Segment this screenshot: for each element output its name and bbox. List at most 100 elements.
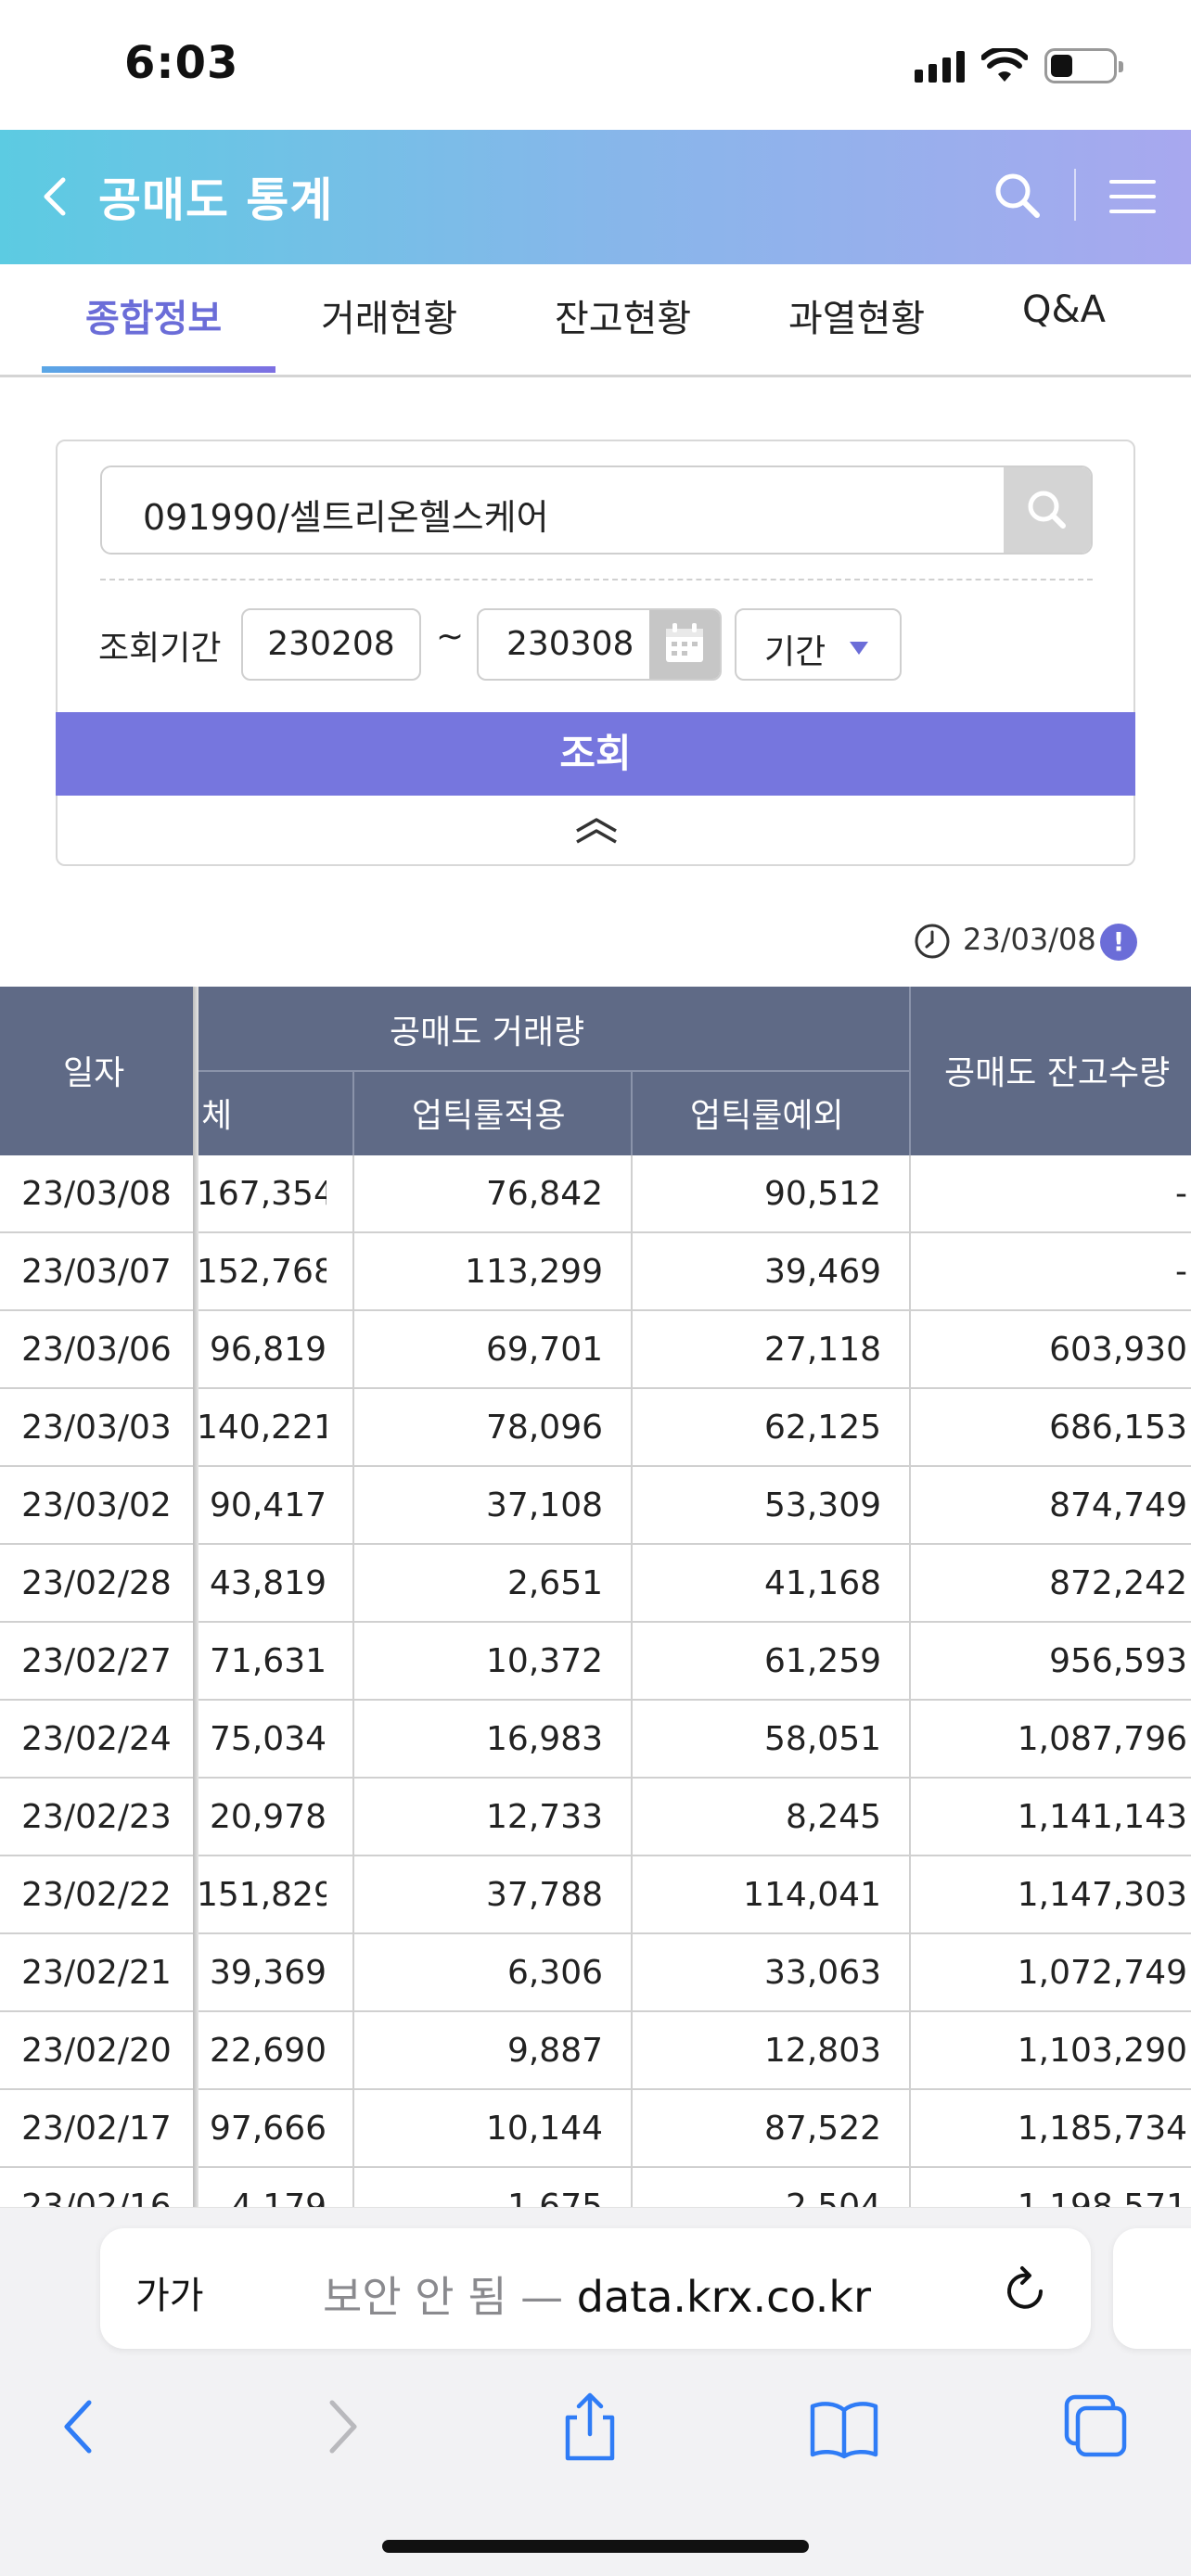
row-uptick-apply: 37,788 <box>486 1876 603 1914</box>
search-icon <box>1028 491 1066 529</box>
header-divider <box>1074 169 1076 221</box>
dropdown-caret-icon <box>850 642 868 655</box>
table-row: 23/02/17 97,666 10,144 87,522 1,185,734 <box>0 2090 1191 2168</box>
row-date: 23/03/08 <box>21 1175 172 1213</box>
tabs-icon[interactable] <box>1057 2390 1132 2464</box>
row-uptick-except: 8,245 <box>785 1798 881 1836</box>
active-tab-indicator <box>42 366 275 373</box>
cellular-signal-icon <box>915 49 965 83</box>
back-nav-icon[interactable] <box>45 2390 119 2464</box>
row-total: 43,819 <box>210 1564 327 1602</box>
wifi-icon <box>981 48 1028 82</box>
row-total: 151,829 <box>197 1876 327 1914</box>
column-divider <box>631 1155 633 2207</box>
row-uptick-except: 53,309 <box>764 1486 881 1524</box>
column-divider <box>352 1155 354 2207</box>
table-row: 23/02/23 20,978 12,733 8,245 1,141,143 <box>0 1779 1191 1856</box>
short-selling-table[interactable]: 일자 공매도 거래량 전체 업틱룰적용 업틱룰예외 공매도 잔고수량 일자 23… <box>0 987 1191 2207</box>
row-balance: 874,749 <box>1049 1486 1187 1524</box>
next-tab-pill[interactable] <box>1113 2228 1191 2349</box>
row-total: 20,978 <box>210 1798 327 1836</box>
table-row: 23/02/21 39,369 6,306 33,063 1,072,749 <box>0 1934 1191 2012</box>
info-alert-badge[interactable]: ! <box>1100 924 1137 961</box>
tab-trading[interactable]: 거래현황 <box>321 298 458 340</box>
tab-qna[interactable]: Q&A <box>1022 288 1107 331</box>
row-balance: 686,153 <box>1049 1409 1187 1447</box>
row-uptick-apply: 16,983 <box>486 1720 603 1758</box>
row-date: 23/02/21 <box>21 1954 172 1992</box>
row-uptick-apply: 10,372 <box>486 1642 603 1680</box>
header-uptick-apply: 업틱룰적용 <box>412 1097 566 1135</box>
row-total: 4,179 <box>230 2187 327 2207</box>
calendar-button[interactable] <box>649 610 720 679</box>
table-row: 23/03/02 90,417 37,108 53,309 874,749 <box>0 1467 1191 1545</box>
row-total: 22,690 <box>210 2032 327 2070</box>
home-indicator <box>382 2540 809 2553</box>
row-uptick-apply: 113,299 <box>465 1253 603 1291</box>
hamburger-menu-icon[interactable] <box>1106 171 1159 223</box>
browser-nav <box>0 2390 1191 2482</box>
url-text[interactable]: 보안 안 됨 — data.krx.co.kr <box>323 2264 871 2325</box>
reload-icon[interactable] <box>1000 2262 1052 2317</box>
share-icon[interactable] <box>553 2390 627 2464</box>
row-total: 97,666 <box>210 2110 327 2148</box>
row-uptick-except: 39,469 <box>764 1253 881 1291</box>
search-panel: 091990/셀트리온헬스케어 조회기간 230208 ~ 230308 <box>56 440 1135 866</box>
tab-bar: 종합정보 거래현황 잔고현황 과열현황 Q&A <box>0 264 1191 377</box>
table-row: 23/02/20 22,690 9,887 12,803 1,103,290 <box>0 2012 1191 2090</box>
row-total: 152,768 <box>197 1253 327 1291</box>
stock-search-input[interactable]: 091990/셀트리온헬스케어 <box>100 465 1093 555</box>
collapse-chevron-icon[interactable] <box>573 814 620 848</box>
forward-nav-icon[interactable] <box>302 2390 377 2464</box>
table-row: 23/02/16 4,179 1,675 2,504 1,198,571 <box>0 2168 1191 2207</box>
header-date-overlay: 일자 <box>63 1054 125 1092</box>
text-size-button[interactable]: 가가 <box>135 2265 204 2319</box>
back-icon[interactable] <box>33 172 80 221</box>
query-button[interactable]: 조회 <box>56 712 1135 796</box>
period-select[interactable]: 기간 <box>735 608 902 681</box>
table-body: 23/03/08 167,354 76,842 90,512 - 23/03/07 152,… <box>0 1155 1191 2207</box>
period-label: 조회기간 <box>98 630 222 668</box>
row-total: 39,369 <box>210 1954 327 1992</box>
header-divider <box>352 1070 354 1155</box>
row-balance: 1,072,749 <box>1017 1954 1187 1992</box>
status-time: 6:03 <box>124 37 239 89</box>
date-from-input[interactable]: 230208 <box>241 608 421 681</box>
dashed-divider <box>100 579 1093 580</box>
browser-toolbar: 가가 보안 안 됨 — data.krx.co.kr <box>0 2207 1191 2576</box>
table-row: 23/03/06 96,819 69,701 27,118 603,930 <box>0 1311 1191 1389</box>
search-icon[interactable] <box>989 167 1046 224</box>
row-uptick-apply: 10,144 <box>486 2110 603 2148</box>
table-row: 23/02/27 71,631 10,372 61,259 956,593 <box>0 1623 1191 1701</box>
app-header: 공매도 통계 <box>0 130 1191 264</box>
row-uptick-apply: 69,701 <box>486 1331 603 1369</box>
tab-overheat[interactable]: 과열현황 <box>788 298 926 340</box>
bookmarks-icon[interactable] <box>807 2390 881 2464</box>
row-balance: 1,103,290 <box>1017 2032 1187 2070</box>
row-total: 140,221 <box>197 1409 327 1447</box>
row-balance: 603,930 <box>1049 1331 1187 1369</box>
table-row: 23/02/24 75,034 16,983 58,051 1,087,796 <box>0 1701 1191 1779</box>
text-size-label: 가가 <box>135 2275 204 2317</box>
row-uptick-except: 27,118 <box>764 1331 881 1369</box>
row-uptick-apply: 37,108 <box>486 1486 603 1524</box>
table-row: 23/02/22 151,829 37,788 114,041 1,147,303 <box>0 1856 1191 1934</box>
table-row: 23/03/07 152,768 113,299 39,469 - <box>0 1233 1191 1311</box>
table-header: 일자 공매도 거래량 전체 업틱룰적용 업틱룰예외 공매도 잔고수량 일자 <box>0 987 1191 1155</box>
tab-balance[interactable]: 잔고현황 <box>555 298 692 340</box>
header-balance: 공매도 잔고수량 <box>944 1054 1171 1092</box>
row-date: 23/03/07 <box>21 1253 172 1291</box>
date-to-input[interactable]: 230308 <box>477 608 722 681</box>
row-uptick-apply: 2,651 <box>506 1564 603 1602</box>
row-date: 23/03/03 <box>21 1409 172 1447</box>
address-bar[interactable]: 가가 보안 안 됨 — data.krx.co.kr <box>100 2228 1091 2349</box>
period-select-value: 기간 <box>764 633 826 671</box>
row-date: 23/03/06 <box>21 1331 172 1369</box>
table-row: 23/02/28 43,819 2,651 41,168 872,242 <box>0 1545 1191 1623</box>
row-uptick-except: 33,063 <box>764 1954 881 1992</box>
page-title: 공매도 통계 <box>98 173 334 227</box>
row-balance: 1,141,143 <box>1017 1798 1187 1836</box>
stock-search-button[interactable] <box>1004 467 1091 553</box>
stock-search-value: 091990/셀트리온헬스케어 <box>143 497 549 538</box>
tab-overview[interactable]: 종합정보 <box>85 298 223 340</box>
